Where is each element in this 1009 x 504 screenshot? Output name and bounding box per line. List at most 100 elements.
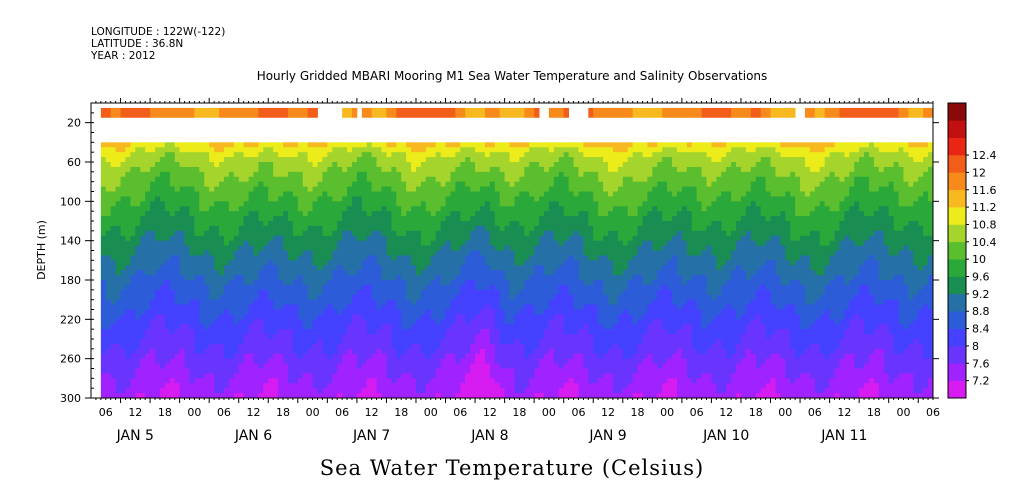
temperature-cell bbox=[479, 358, 486, 365]
temperature-cell bbox=[214, 157, 220, 163]
temperature-cell bbox=[361, 216, 368, 222]
temperature-cell bbox=[312, 152, 318, 158]
temperature-cell bbox=[544, 275, 550, 281]
temperature-cell bbox=[514, 181, 520, 188]
temperature-cell bbox=[440, 289, 447, 296]
temperature-cell bbox=[105, 142, 112, 148]
temperature-cell bbox=[479, 235, 486, 242]
temperature-cell bbox=[484, 324, 491, 330]
temperature-cell bbox=[135, 388, 141, 394]
temperature-cell bbox=[465, 245, 471, 251]
temperature-cell bbox=[376, 230, 383, 237]
temperature-cell bbox=[460, 240, 466, 247]
temperature-cell bbox=[455, 162, 461, 168]
temperature-cell bbox=[184, 275, 190, 281]
temperature-cell bbox=[544, 176, 550, 183]
temperature-cell bbox=[125, 270, 131, 276]
temperature-cell bbox=[430, 201, 437, 207]
temperature-cell bbox=[361, 343, 368, 350]
temperature-cell bbox=[120, 368, 126, 374]
temperature-cell bbox=[440, 152, 447, 158]
temperature-cell bbox=[258, 324, 264, 330]
temperature-cell bbox=[159, 181, 166, 188]
temperature-cell bbox=[302, 255, 309, 261]
temperature-cell bbox=[145, 230, 151, 237]
temperature-cell bbox=[130, 378, 136, 384]
temperature-cell bbox=[283, 216, 289, 222]
temperature-cell bbox=[233, 319, 240, 325]
temperature-cell bbox=[292, 201, 299, 207]
temperature-cell bbox=[386, 181, 392, 188]
temperature-cell bbox=[297, 304, 304, 310]
temperature-cell bbox=[391, 275, 397, 281]
temperature-cell bbox=[155, 142, 161, 148]
temperature-cell bbox=[460, 230, 466, 237]
temperature-cell bbox=[539, 225, 545, 232]
temperature-cell bbox=[312, 181, 318, 188]
temperature-cell bbox=[258, 339, 264, 345]
temperature-cell bbox=[548, 162, 555, 168]
temperature-cell bbox=[174, 211, 181, 217]
temperature-cell bbox=[100, 235, 107, 242]
temperature-cell bbox=[524, 329, 530, 335]
temperature-cell bbox=[140, 176, 146, 183]
temperature-cell bbox=[430, 275, 437, 281]
temperature-cell bbox=[140, 166, 146, 173]
temperature-cell bbox=[509, 368, 515, 374]
temperature-cell bbox=[115, 373, 122, 379]
temperature-cell bbox=[342, 383, 348, 389]
temperature-cell bbox=[223, 343, 230, 350]
temperature-cell bbox=[164, 250, 171, 256]
temperature-cell bbox=[204, 186, 210, 192]
temperature-cell bbox=[356, 294, 363, 301]
surface-cell bbox=[312, 107, 318, 118]
temperature-cell bbox=[302, 201, 309, 207]
temperature-cell bbox=[386, 304, 392, 310]
temperature-cell bbox=[189, 343, 195, 350]
temperature-cell bbox=[347, 191, 353, 197]
temperature-cell bbox=[514, 245, 520, 251]
temperature-cell bbox=[337, 147, 343, 153]
temperature-cell bbox=[484, 388, 491, 394]
temperature-cell bbox=[204, 378, 210, 384]
temperature-cell bbox=[199, 280, 205, 286]
temperature-cell bbox=[248, 201, 254, 207]
temperature-cell bbox=[435, 255, 442, 261]
temperature-cell bbox=[273, 211, 279, 217]
temperature-cell bbox=[494, 363, 501, 369]
temperature-cell bbox=[332, 166, 338, 173]
temperature-cell bbox=[460, 250, 466, 256]
temperature-cell bbox=[302, 166, 309, 173]
temperature-cell bbox=[258, 363, 264, 369]
temperature-cell bbox=[519, 162, 525, 168]
temperature-cell bbox=[248, 383, 254, 389]
temperature-cell bbox=[287, 393, 294, 398]
temperature-cell bbox=[253, 324, 259, 330]
temperature-cell bbox=[509, 353, 515, 360]
temperature-cell bbox=[524, 334, 530, 340]
surface-cell bbox=[529, 107, 535, 118]
temperature-cell bbox=[287, 240, 294, 247]
temperature-cell bbox=[292, 260, 299, 266]
temperature-cell bbox=[105, 166, 112, 173]
temperature-cell bbox=[268, 255, 274, 261]
temperature-cell bbox=[406, 275, 412, 281]
temperature-cell bbox=[135, 171, 141, 178]
temperature-cell bbox=[164, 147, 171, 153]
surface-cell bbox=[420, 107, 427, 118]
temperature-cell bbox=[529, 245, 535, 251]
temperature-cell bbox=[100, 152, 107, 158]
temperature-cell bbox=[268, 201, 274, 207]
temperature-cell bbox=[322, 162, 328, 168]
temperature-cell bbox=[534, 157, 540, 163]
temperature-cell bbox=[292, 157, 299, 163]
temperature-cell bbox=[214, 388, 220, 394]
surface-cell bbox=[386, 107, 392, 118]
surface-layer bbox=[100, 107, 933, 118]
temperature-cell bbox=[258, 383, 264, 389]
temperature-cell bbox=[391, 221, 397, 227]
surface-cell bbox=[376, 107, 382, 118]
temperature-cell bbox=[115, 196, 122, 202]
temperature-cell bbox=[263, 235, 269, 242]
temperature-cell bbox=[307, 319, 314, 325]
